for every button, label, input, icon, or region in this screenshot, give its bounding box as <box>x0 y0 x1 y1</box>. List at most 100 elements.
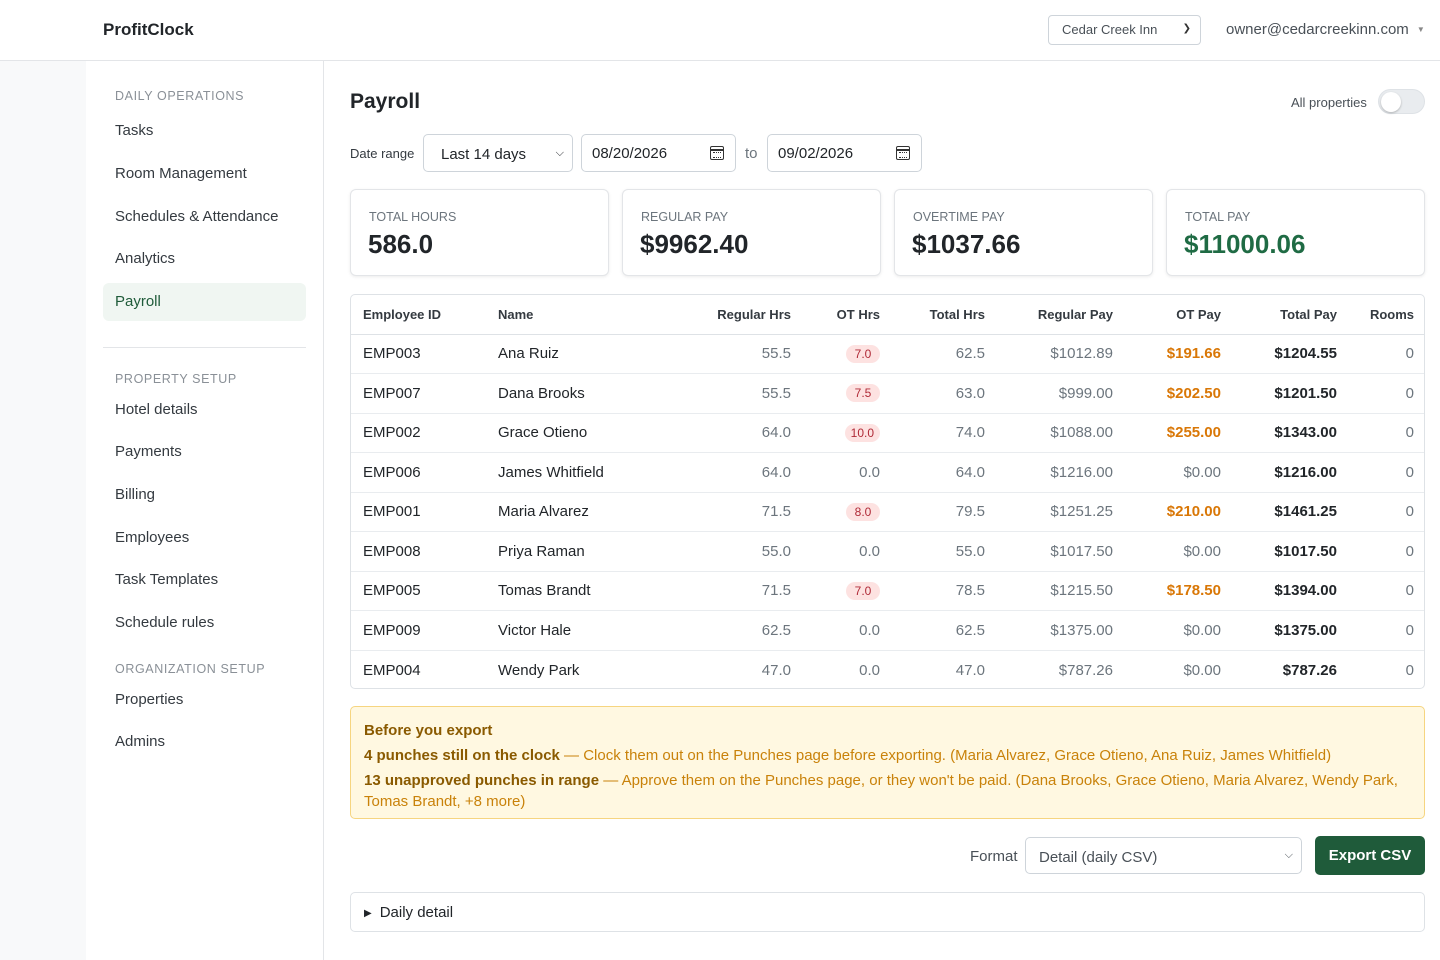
date-from-input[interactable]: 08/20/2026 <box>581 134 736 172</box>
all-properties-toggle[interactable] <box>1378 89 1425 114</box>
alert-strong: 13 unapproved punches in range <box>364 772 600 789</box>
cell-total-hrs: 74.0 <box>892 413 997 453</box>
calendar-icon[interactable] <box>896 146 910 160</box>
daily-detail-disclosure[interactable]: ▶ Daily detail <box>350 892 1425 932</box>
sidebar-item-payroll[interactable]: Payroll <box>103 283 306 321</box>
sidebar-item-schedules-attendance[interactable]: Schedules & Attendance <box>115 208 279 225</box>
col-header-ot-pay[interactable]: OT Pay <box>1125 295 1233 335</box>
alert-text: — Clock them out on the Punches page bef… <box>559 747 1332 764</box>
sidebar-item-employees[interactable]: Employees <box>115 529 190 546</box>
col-header-regular-hrs[interactable]: Regular Hrs <box>676 295 803 335</box>
date-range-select[interactable]: Last 14 days ⌵ <box>423 134 573 172</box>
summary-value: 586.0 <box>368 229 434 259</box>
alert-line-open-punches: 4 punches still on the clock — Clock the… <box>364 743 1411 768</box>
cell-ot-hrs: 0.0 <box>803 452 892 493</box>
cell-rooms: 0 <box>1349 413 1424 453</box>
cell-regular-hrs: 71.5 <box>676 571 803 611</box>
cell-regular-hrs: 62.5 <box>676 610 803 651</box>
summary-label: OVERTIME PAY <box>913 210 1005 224</box>
sidebar-item-payments[interactable]: Payments <box>115 443 182 460</box>
cell-ot-pay: $178.50 <box>1125 571 1233 611</box>
cell-ot-hrs: 10.0 <box>803 413 892 453</box>
date-to-separator: to <box>745 145 758 162</box>
sidebar-item-hotel-details[interactable]: Hotel details <box>115 401 198 418</box>
cell-regular-pay: $1215.50 <box>997 571 1125 611</box>
sidebar-item-admins[interactable]: Admins <box>115 733 166 750</box>
cell-regular-pay: $1088.00 <box>997 413 1125 453</box>
col-header-name[interactable]: Name <box>486 295 676 335</box>
col-header-total-pay[interactable]: Total Pay <box>1233 295 1349 335</box>
table-row: EMP007 Dana Brooks 55.5 7.5 63.0 $999.00 $202.… <box>351 373 1424 414</box>
cell-regular-pay: $1012.89 <box>997 334 1125 374</box>
date-to-input[interactable]: 09/02/2026 <box>767 134 922 172</box>
export-warning-alert: Before you export 4 punches still on the… <box>350 706 1425 819</box>
cell-name: James Whitfield <box>486 452 676 493</box>
user-email: owner@cedarcreekinn.com <box>1226 21 1409 38</box>
sidebar-item-analytics[interactable]: Analytics <box>115 250 176 267</box>
cell-total-hrs: 78.5 <box>892 571 997 611</box>
cell-regular-hrs: 64.0 <box>676 452 803 493</box>
sidebar-item-tasks[interactable]: Tasks <box>115 122 154 139</box>
cell-ot-hrs: 7.0 <box>803 334 892 374</box>
cell-total-hrs: 62.5 <box>892 610 997 651</box>
alert-title: Before you export <box>364 722 493 739</box>
col-header-ot-hrs[interactable]: OT Hrs <box>803 295 892 335</box>
export-csv-button[interactable]: Export CSV <box>1315 836 1425 875</box>
sidebar-item-room-management[interactable]: Room Management <box>115 165 247 182</box>
cell-total-hrs: 79.5 <box>892 492 997 532</box>
cell-regular-hrs: 47.0 <box>761 661 791 679</box>
property-select[interactable]: Cedar Creek Inn ❯ <box>1048 15 1201 45</box>
cell-regular-pay: $1251.25 <box>997 492 1125 532</box>
cell-ot-pay: $210.00 <box>1125 492 1233 532</box>
cell-regular-pay: $1375.00 <box>997 610 1125 651</box>
cell-regular-pay: $1216.00 <box>997 452 1125 493</box>
cell-total-hrs: 62.5 <box>892 334 997 374</box>
ot-hours-badge: 8.0 <box>846 502 880 521</box>
cell-name: Priya Raman <box>486 531 676 572</box>
summary-card-total-hours: TOTAL HOURS 586.0 <box>350 189 609 276</box>
table-row: EMP008 Priya Raman 55.0 0.0 55.0 $1017.50 $0.0… <box>351 531 1424 572</box>
col-header-total-hrs[interactable]: Total Hrs <box>892 295 997 335</box>
cell-ot-pay: $255.00 <box>1125 413 1233 453</box>
cell-rooms: 0 <box>1349 571 1424 611</box>
brand-logo[interactable]: ProfitClock <box>103 20 194 39</box>
cell-rooms: 0 <box>1349 373 1424 414</box>
col-header-rooms[interactable]: Rooms <box>1349 295 1424 335</box>
summary-value: $11000.06 <box>1184 229 1306 259</box>
section-label-daily-operations: DAILY OPERATIONS <box>115 89 245 103</box>
cell-total-hrs: 47.0 <box>955 661 985 679</box>
disclosure-triangle-icon: ▶ <box>364 908 372 919</box>
ot-hours-badge: 7.5 <box>846 384 880 403</box>
payroll-table: Employee ID Name Regular Hrs OT Hrs Tota… <box>350 294 1425 689</box>
cell-total-hrs: 55.0 <box>892 531 997 572</box>
sidebar-item-billing[interactable]: Billing <box>115 486 156 503</box>
summary-value: $9962.40 <box>640 229 749 259</box>
summary-card-overtime-pay: OVERTIME PAY $1037.66 <box>894 189 1153 276</box>
cell-regular-hrs: 55.5 <box>676 334 803 374</box>
col-header-employee-id[interactable]: Employee ID <box>351 295 486 335</box>
date-range-value: Last 14 days <box>441 146 527 163</box>
cell-total-pay: $1201.50 <box>1233 373 1349 414</box>
cell-ot-hrs: 7.0 <box>803 571 892 611</box>
cell-employee-id: EMP006 <box>351 452 486 493</box>
cell-ot-pay: $0.00 <box>1125 531 1233 572</box>
sidebar-item-schedule-rules[interactable]: Schedule rules <box>115 614 215 631</box>
sidebar-item-task-templates[interactable]: Task Templates <box>115 571 219 588</box>
alert-text: — Approve them on the Punches page, or t… <box>364 772 1398 810</box>
chevron-down-icon: ⌵ <box>1284 849 1293 861</box>
user-menu[interactable]: owner@cedarcreekinn.com ▼ <box>1226 21 1425 38</box>
cell-ot-hrs: 7.5 <box>803 373 892 414</box>
main-content: Payroll All properties Date range Last 1… <box>324 61 1440 960</box>
cell-regular-hrs: 55.5 <box>676 373 803 414</box>
all-properties-label: All properties <box>1291 95 1367 110</box>
cell-name: Tomas Brandt <box>486 571 676 611</box>
top-bar: ProfitClock Cedar Creek Inn ❯ owner@ceda… <box>0 0 1440 61</box>
format-select[interactable]: Detail (daily CSV) ⌵ <box>1025 837 1302 874</box>
cell-rooms: 0 <box>1349 452 1424 493</box>
col-header-regular-pay[interactable]: Regular Pay <box>997 295 1125 335</box>
summary-label: TOTAL HOURS <box>369 210 457 224</box>
cell-ot-hrs: 0.0 <box>803 610 892 651</box>
calendar-icon[interactable] <box>710 146 724 160</box>
sidebar-item-properties[interactable]: Properties <box>115 691 184 708</box>
table-row: EMP003 Ana Ruiz 55.5 7.0 62.5 $1012.89 $191.66… <box>351 334 1424 374</box>
